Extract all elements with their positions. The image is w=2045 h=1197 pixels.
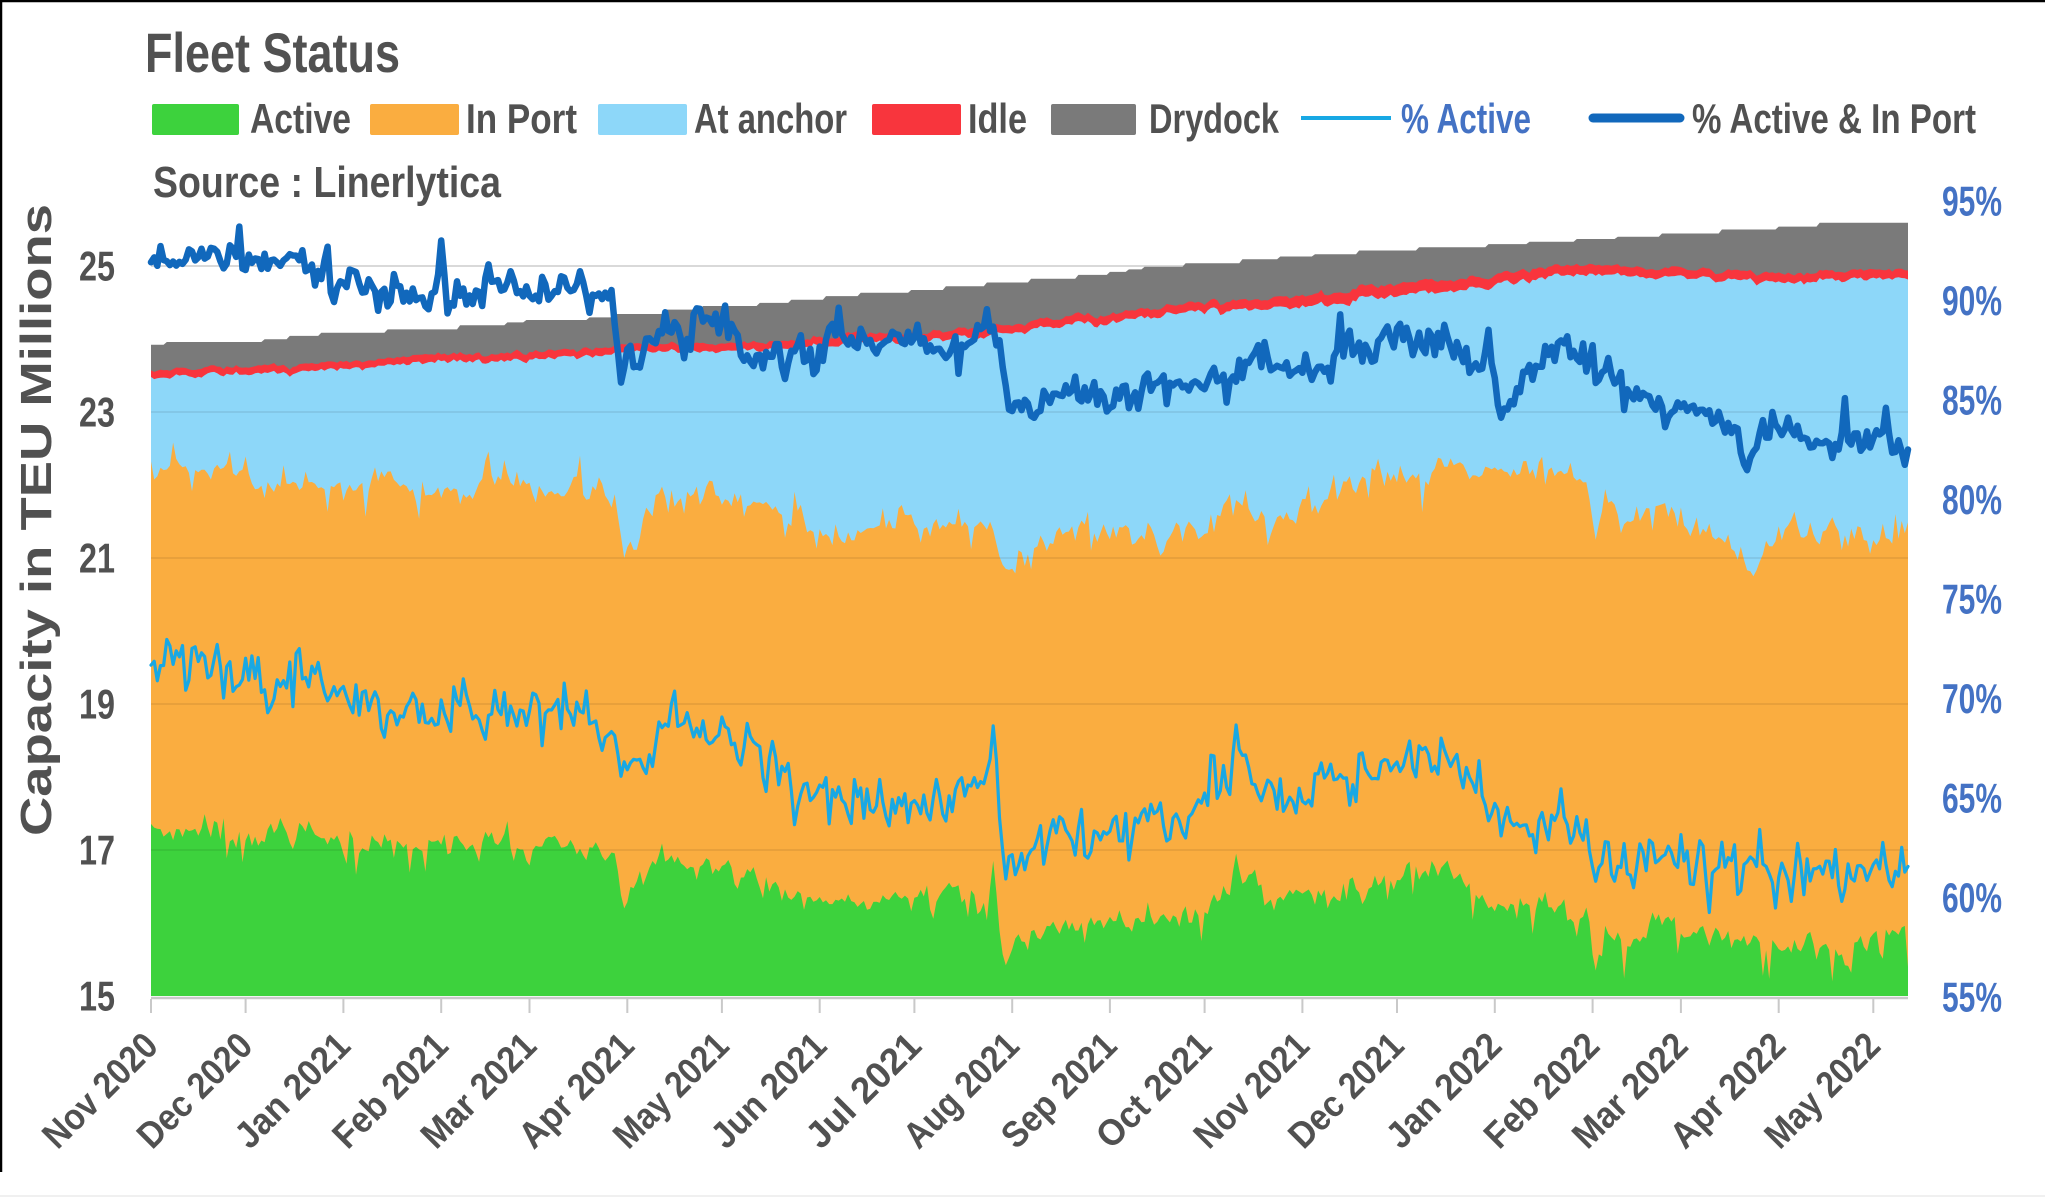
svg-text:25: 25 (79, 243, 115, 290)
svg-text:85%: 85% (1942, 376, 2002, 423)
svg-text:65%: 65% (1942, 775, 2002, 822)
svg-text:55%: 55% (1942, 974, 2002, 1021)
svg-text:17: 17 (79, 827, 115, 874)
svg-text:In Port: In Port (466, 95, 577, 142)
svg-text:Drydock: Drydock (1149, 95, 1279, 142)
svg-text:21: 21 (79, 535, 115, 582)
svg-text:Active: Active (250, 95, 351, 142)
svg-text:95%: 95% (1942, 177, 2002, 224)
svg-text:70%: 70% (1942, 675, 2002, 722)
svg-text:% Active: % Active (1401, 95, 1531, 142)
svg-text:Fleet Status: Fleet Status (145, 21, 400, 84)
svg-text:Capacity in TEU Millions: Capacity in TEU Millions (12, 204, 61, 836)
svg-text:Idle: Idle (968, 95, 1027, 142)
svg-text:60%: 60% (1942, 874, 2002, 921)
svg-text:15: 15 (79, 973, 115, 1020)
svg-text:23: 23 (79, 389, 115, 436)
svg-text:19: 19 (79, 681, 115, 728)
svg-text:Source : Linerlytica: Source : Linerlytica (153, 158, 501, 207)
svg-text:75%: 75% (1942, 576, 2002, 623)
svg-text:At anchor: At anchor (694, 95, 847, 142)
svg-text:90%: 90% (1942, 277, 2002, 324)
svg-text:80%: 80% (1942, 476, 2002, 523)
svg-text:% Active & In Port: % Active & In Port (1692, 95, 1976, 142)
